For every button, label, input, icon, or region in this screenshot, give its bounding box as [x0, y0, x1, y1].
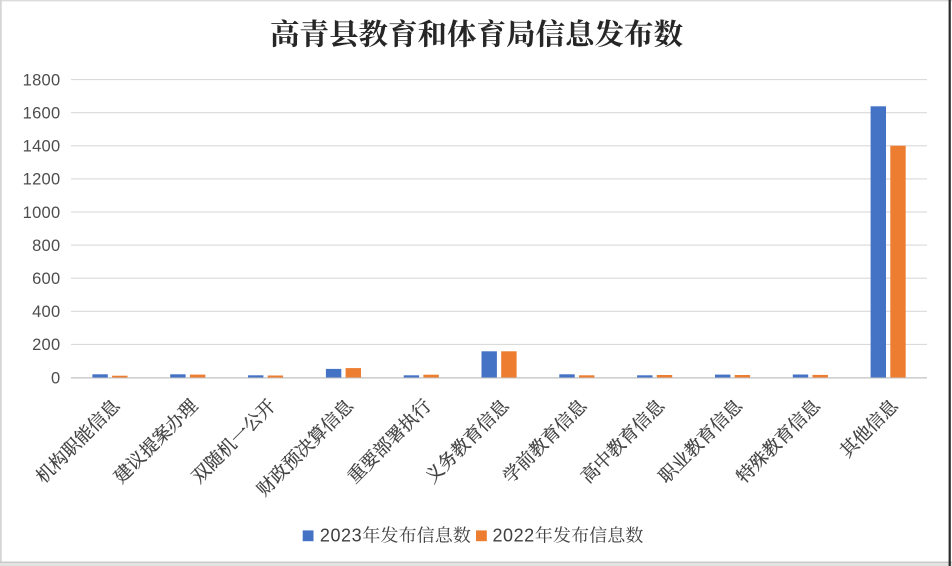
svg-text:1600: 1600 — [23, 105, 61, 123]
svg-text:800: 800 — [32, 237, 60, 255]
svg-text:400: 400 — [32, 303, 60, 321]
svg-text:1400: 1400 — [23, 138, 61, 156]
svg-text:600: 600 — [32, 270, 60, 288]
svg-text:2022: 2022 — [493, 525, 535, 545]
svg-text:0: 0 — [51, 369, 60, 387]
svg-text:2023: 2023 — [320, 525, 362, 545]
svg-text:1000: 1000 — [23, 204, 61, 222]
svg-text:200: 200 — [32, 336, 60, 354]
svg-text:1800: 1800 — [23, 71, 61, 89]
svg-text:1200: 1200 — [23, 171, 61, 189]
